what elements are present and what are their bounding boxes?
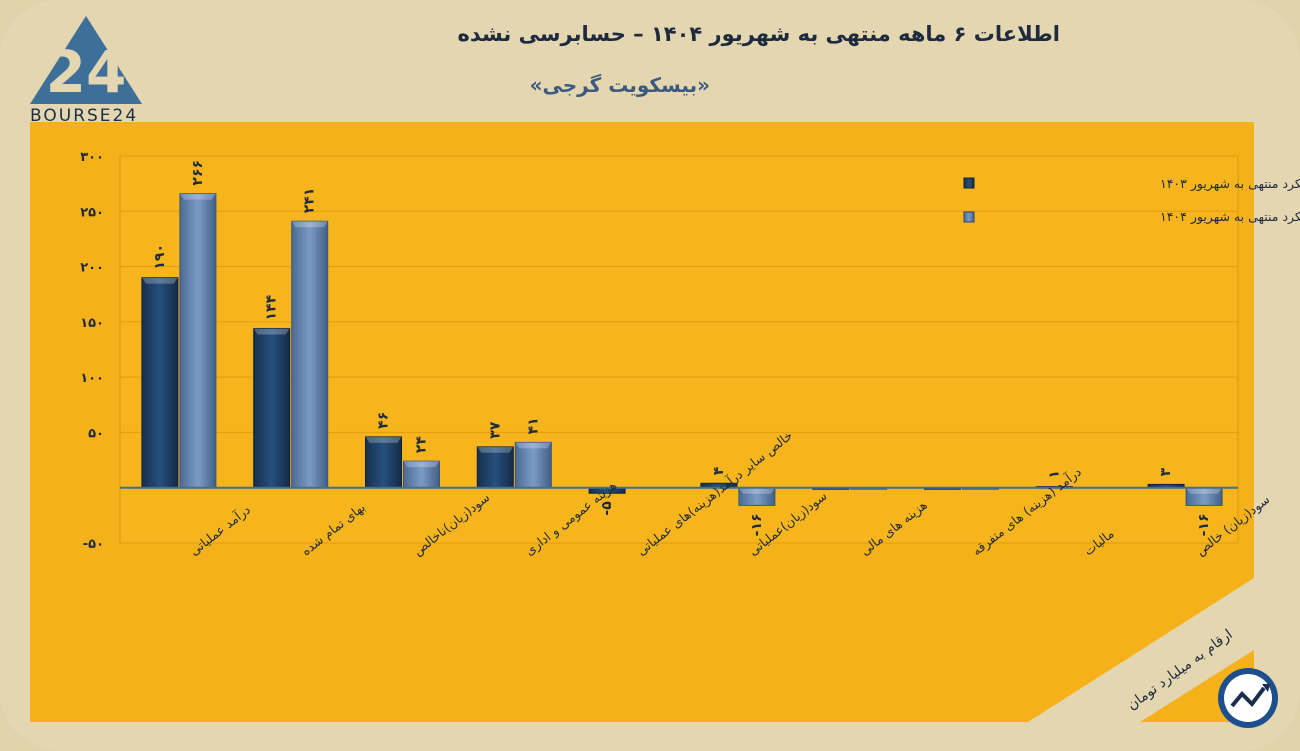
- legend-label-1404: عملکرد منتهی به شهریور ۱۴۰۴: [1160, 209, 1300, 225]
- y-tick-label: -۵۰: [83, 537, 104, 552]
- logo-mark: 24: [46, 38, 127, 106]
- y-tick-label: ۲۰۰: [80, 261, 104, 276]
- bar-1403: [365, 436, 402, 489]
- trend-logo-icon: [1218, 668, 1278, 728]
- bar-1404: [514, 441, 552, 489]
- legend-label-1403: عملکرد منتهی به شهریور ۱۴۰۳: [1160, 176, 1300, 192]
- data-label: ۲۶۶: [190, 160, 206, 186]
- bar-bevel: [365, 436, 402, 443]
- bar-bevel: [253, 328, 290, 335]
- bar-bevel: [291, 221, 328, 228]
- bar-bevel: [515, 442, 552, 449]
- bar-1403: [476, 446, 514, 489]
- data-label: ۱۹۰: [152, 244, 168, 270]
- data-label: ۳۷: [487, 421, 503, 439]
- data-label: ۴: [711, 466, 727, 475]
- bars: [141, 193, 1223, 506]
- y-tick-label: ۲۵۰: [80, 205, 104, 220]
- y-tick-label: ۳۰۰: [80, 150, 104, 165]
- bar-1403: [253, 327, 291, 489]
- data-labels: ۱۹۰ ۲۶۶ ۱۴۴ ۲۴۱ ۴۶ ۲۴ ۳۷ ۴۱ -۵ ۴ -۱۶ ۱ ۳ -۱۶: [152, 160, 1212, 536]
- y-tick-label: ۱۵۰: [80, 316, 104, 331]
- data-label: ۴۶: [376, 412, 392, 429]
- data-label: ۲۴: [414, 436, 430, 454]
- bar-bevel: [141, 277, 178, 284]
- y-tick-label: ۱۰۰: [80, 371, 104, 386]
- legend-swatch-1404: [963, 211, 975, 223]
- data-label: -۱۶: [749, 513, 765, 536]
- y-axis: -۵۰ ۵۰ ۱۰۰ ۱۵۰ ۲۰۰ ۲۵۰ ۳۰۰: [80, 150, 104, 552]
- bar-1404: [179, 193, 217, 489]
- logo-text: BOURSE24: [30, 106, 139, 126]
- data-label: ۱۴۴: [264, 294, 280, 320]
- bar-bevel: [477, 446, 514, 453]
- bar-bevel: [179, 193, 216, 200]
- chart-title: اطلاعات ۶ ماهه منتهی به شهریور ۱۴۰۴ – حس…: [457, 22, 1060, 46]
- bar-bevel: [738, 487, 775, 494]
- legend-swatch-1403: [963, 177, 975, 189]
- data-label: ۴۱: [525, 417, 541, 434]
- bar-1404: [291, 220, 329, 489]
- bar-bevel: [403, 461, 440, 468]
- data-label: ۱: [1046, 470, 1062, 479]
- logo-icon: 24: [30, 16, 142, 106]
- bar-1404: [403, 460, 440, 489]
- y-tick-label: ۵۰: [88, 426, 104, 441]
- data-label: ۲۴۱: [302, 188, 318, 214]
- data-label: ۳: [1158, 467, 1174, 476]
- data-label: -۱۶: [1196, 513, 1212, 536]
- chart-subtitle: «بیسکویت گرجی»: [529, 73, 710, 97]
- bar-1403: [141, 277, 179, 489]
- bar-bevel: [1186, 487, 1223, 494]
- legend: عملکرد منتهی به شهریور ۱۴۰۳ عملکرد منتهی…: [963, 176, 1300, 225]
- data-label: -۵: [599, 501, 615, 516]
